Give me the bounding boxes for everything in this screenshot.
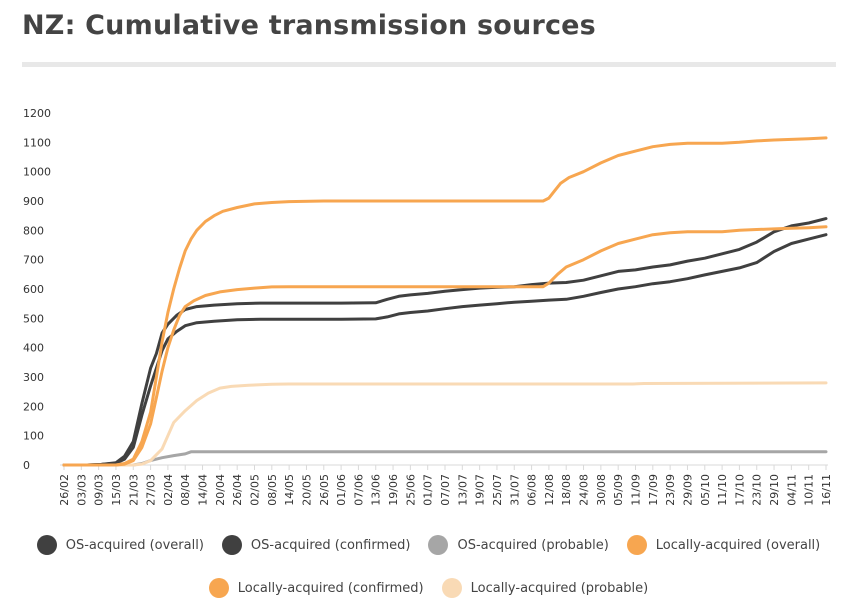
- legend-label: Locally-acquired (probable): [470, 580, 649, 596]
- y-tick-label: 800: [23, 224, 44, 237]
- x-tick-label: 08/05: [266, 474, 279, 506]
- x-tick-label: 13/07: [456, 474, 469, 506]
- x-tick-label: 11/10: [716, 474, 729, 506]
- legend-row: OS-acquired (overall) OS-acquired (confir…: [0, 535, 857, 555]
- x-tick-label: 17/10: [733, 474, 746, 506]
- x-tick-label: 02/04: [162, 474, 175, 506]
- legend-swatch: [428, 535, 449, 555]
- x-tick-label: 15/03: [110, 474, 123, 506]
- x-tick-label: 07/07: [439, 474, 452, 506]
- x-tick-label: 23/09: [664, 474, 677, 506]
- x-tick-label: 19/06: [387, 474, 400, 506]
- y-tick-label: 1100: [23, 136, 51, 149]
- x-tick-label: 04/11: [785, 474, 798, 506]
- legend-swatch: [221, 535, 242, 555]
- y-tick-label: 1200: [23, 107, 51, 120]
- x-tick-label: 02/05: [249, 474, 262, 506]
- x-tick-label: 10/11: [803, 474, 816, 506]
- y-tick-label: 400: [23, 342, 44, 355]
- legend-item: OS-acquired (probable): [428, 535, 609, 555]
- x-tick-label: 03/03: [75, 474, 88, 506]
- y-tick-label: 600: [23, 283, 44, 296]
- x-tick-label: 27/03: [145, 474, 158, 506]
- x-axis: 26/02 03/03 09/03 15/03 21/03 27/03 02/04 08/04…: [58, 465, 833, 506]
- x-tick-label: 20/04: [214, 474, 227, 506]
- x-tick-label: 07/06: [352, 474, 365, 506]
- x-tick-label: 13/06: [370, 474, 383, 506]
- x-tick-label: 26/04: [231, 474, 244, 506]
- x-tick-label: 09/03: [93, 474, 106, 506]
- y-tick-label: 300: [23, 371, 44, 384]
- x-tick-label: 26/02: [58, 474, 71, 506]
- x-tick-label: 25/06: [404, 474, 417, 506]
- series-line-locally-acquired-overall: [62, 136, 828, 467]
- legend-label: OS-acquired (overall): [65, 537, 204, 553]
- legend-item: OS-acquired (overall): [36, 535, 204, 555]
- legend-item: Locally-acquired (overall): [626, 535, 821, 555]
- legend-label: Locally-acquired (overall): [655, 537, 821, 553]
- x-tick-label: 29/09: [681, 474, 694, 506]
- title-underline: [22, 62, 836, 67]
- x-tick-label: 29/10: [768, 474, 781, 506]
- series-line-locally-acquired-confirmed: [62, 225, 828, 467]
- legend-item: Locally-acquired (probable): [441, 578, 649, 598]
- x-tick-label: 23/10: [751, 474, 764, 506]
- y-axis: 0 100 200 300 400 500 600 700 800 900 1000 1100 1200: [23, 107, 51, 472]
- x-tick-label: 05/09: [612, 474, 625, 506]
- x-tick-label: 01/07: [422, 474, 435, 506]
- legend-swatch: [626, 535, 647, 555]
- x-tick-label: 20/05: [300, 474, 313, 506]
- legend-swatch: [441, 578, 462, 598]
- legend-label: OS-acquired (probable): [457, 537, 609, 553]
- x-tick-label: 05/10: [699, 474, 712, 506]
- legend-item: OS-acquired (confirmed): [221, 535, 411, 555]
- series-group: [62, 136, 828, 467]
- y-tick-label: 200: [23, 400, 44, 413]
- x-tick-label: 14/04: [197, 474, 210, 506]
- series-line-locally-acquired-probable: [62, 381, 828, 467]
- legend-row: Locally-acquired (confirmed) Locally-acqu…: [0, 578, 857, 598]
- y-tick-label: 0: [23, 459, 30, 472]
- x-tick-label: 21/03: [127, 474, 140, 506]
- y-tick-label: 900: [23, 195, 44, 208]
- x-tick-label: 16/11: [820, 474, 833, 506]
- series-line-os-acquired-overall: [62, 217, 828, 467]
- y-tick-label: 500: [23, 312, 44, 325]
- y-tick-label: 700: [23, 254, 44, 267]
- x-tick-label: 31/07: [508, 474, 521, 506]
- chart-title: NZ: Cumulative transmission sources: [22, 10, 596, 41]
- x-tick-label: 01/06: [335, 474, 348, 506]
- x-tick-label: 17/09: [647, 474, 660, 506]
- y-tick-label: 1000: [23, 166, 51, 179]
- x-tick-label: 08/04: [179, 474, 192, 506]
- legend-item: Locally-acquired (confirmed): [208, 578, 424, 598]
- x-tick-label: 30/08: [595, 474, 608, 506]
- x-tick-label: 25/07: [491, 474, 504, 506]
- x-tick-label: 18/08: [560, 474, 573, 506]
- legend-swatch: [36, 535, 57, 555]
- series-line-os-acquired-probable: [62, 450, 828, 467]
- x-tick-label: 14/05: [283, 474, 296, 506]
- x-tick-label: 26/05: [318, 474, 331, 506]
- x-tick-label: 12/08: [543, 474, 556, 506]
- x-tick-label: 06/08: [526, 474, 539, 506]
- legend-swatch: [208, 578, 229, 598]
- legend-label: OS-acquired (confirmed): [250, 537, 411, 553]
- y-tick-label: 100: [23, 430, 44, 443]
- series-line-os-acquired-confirmed: [62, 233, 828, 467]
- x-tick-label: 24/08: [578, 474, 591, 506]
- legend-label: Locally-acquired (confirmed): [237, 580, 424, 596]
- x-tick-label: 19/07: [474, 474, 487, 506]
- x-tick-label: 11/09: [630, 474, 643, 506]
